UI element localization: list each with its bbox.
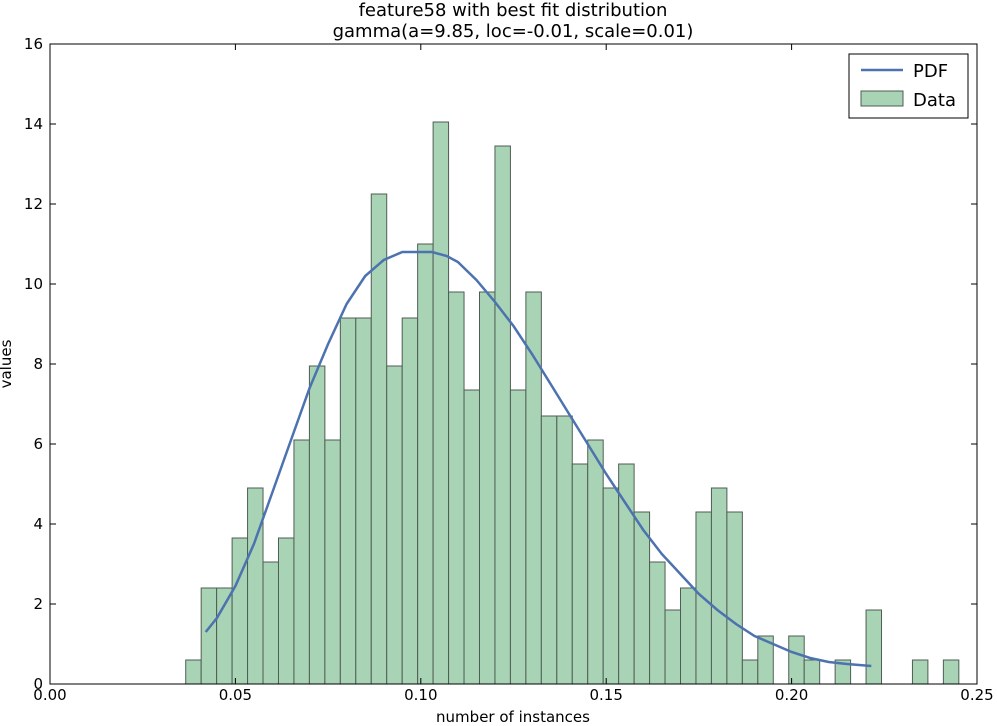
legend-pdf-label: PDF — [913, 61, 948, 82]
histogram-bar — [525, 291, 542, 685]
y-tick-label: 8 — [33, 355, 43, 373]
y-tick-label: 10 — [24, 275, 43, 293]
histogram-bar — [247, 487, 264, 685]
histogram-bar — [710, 487, 728, 685]
y-tick-label: 16 — [24, 35, 43, 53]
histogram-bar — [540, 415, 558, 685]
histogram-bar — [509, 389, 527, 685]
histogram-bar — [942, 659, 960, 685]
histogram-bar — [726, 511, 743, 685]
legend-data-label: Data — [913, 90, 956, 111]
histogram-bar — [417, 243, 434, 685]
histogram-bar — [478, 291, 496, 685]
x-tick-label: 0.20 — [775, 686, 808, 704]
histogram-bar — [741, 659, 759, 685]
y-tick-label: 12 — [24, 195, 43, 213]
histogram-bar — [788, 635, 805, 685]
y-tick-label: 4 — [33, 515, 43, 533]
histogram-bar — [324, 439, 341, 685]
y-tick-label: 2 — [33, 595, 43, 613]
histogram-bar — [386, 365, 403, 685]
histogram-bar — [633, 511, 651, 685]
chart-subtitle: gamma(a=9.85, loc=-0.01, scale=0.01) — [333, 21, 694, 42]
histogram-bar — [185, 659, 202, 685]
x-tick-label: 0.15 — [589, 686, 622, 704]
y-axis-label: values — [0, 339, 15, 388]
histogram-bar — [556, 415, 573, 685]
histogram-bar — [803, 659, 821, 685]
histogram-bar — [680, 587, 697, 685]
histogram-bar — [448, 291, 465, 685]
histogram-bar — [262, 561, 279, 685]
histogram-bar — [865, 609, 883, 685]
histogram-bar — [216, 587, 233, 685]
histogram-bar — [664, 609, 682, 685]
x-tick-label: 0.10 — [404, 686, 437, 704]
histogram-bar — [293, 439, 310, 685]
histogram-bar — [401, 317, 419, 685]
histogram-bar — [463, 389, 480, 685]
histogram-bar — [911, 659, 929, 685]
chart-title: feature58 with best fit distribution — [359, 0, 668, 21]
x-tick-label: 0.05 — [219, 686, 252, 704]
histogram-bar — [602, 487, 620, 685]
histogram-bar — [432, 121, 450, 685]
histogram-bar — [355, 317, 372, 685]
histogram-bar — [200, 587, 218, 685]
y-tick-label: 6 — [33, 435, 43, 453]
histogram-bar — [571, 463, 589, 685]
histogram-bar — [587, 439, 604, 685]
histogram-bar — [649, 561, 666, 685]
y-tick-label: 14 — [24, 115, 43, 133]
histogram-bar — [339, 317, 357, 685]
legend: PDF Data — [848, 53, 969, 119]
histogram-bar — [494, 145, 511, 685]
y-tick-label: 0 — [33, 675, 43, 693]
axis-ticks: 0.00 0.05 0.10 0.15 0.20 0.25 0 2 4 6 8 10 12 14 16 — [24, 35, 994, 704]
histogram-bars — [185, 121, 960, 685]
histogram-bar — [308, 365, 326, 685]
x-tick-label: 0.00 — [33, 686, 66, 704]
histogram-bar — [277, 537, 295, 685]
legend-data-swatch — [860, 90, 904, 107]
x-axis-label: number of instances — [436, 708, 590, 726]
x-tick-label: 0.25 — [960, 686, 993, 704]
histogram-bar — [231, 537, 249, 685]
pdf-series-line — [204, 250, 872, 668]
legend-box — [848, 53, 969, 119]
